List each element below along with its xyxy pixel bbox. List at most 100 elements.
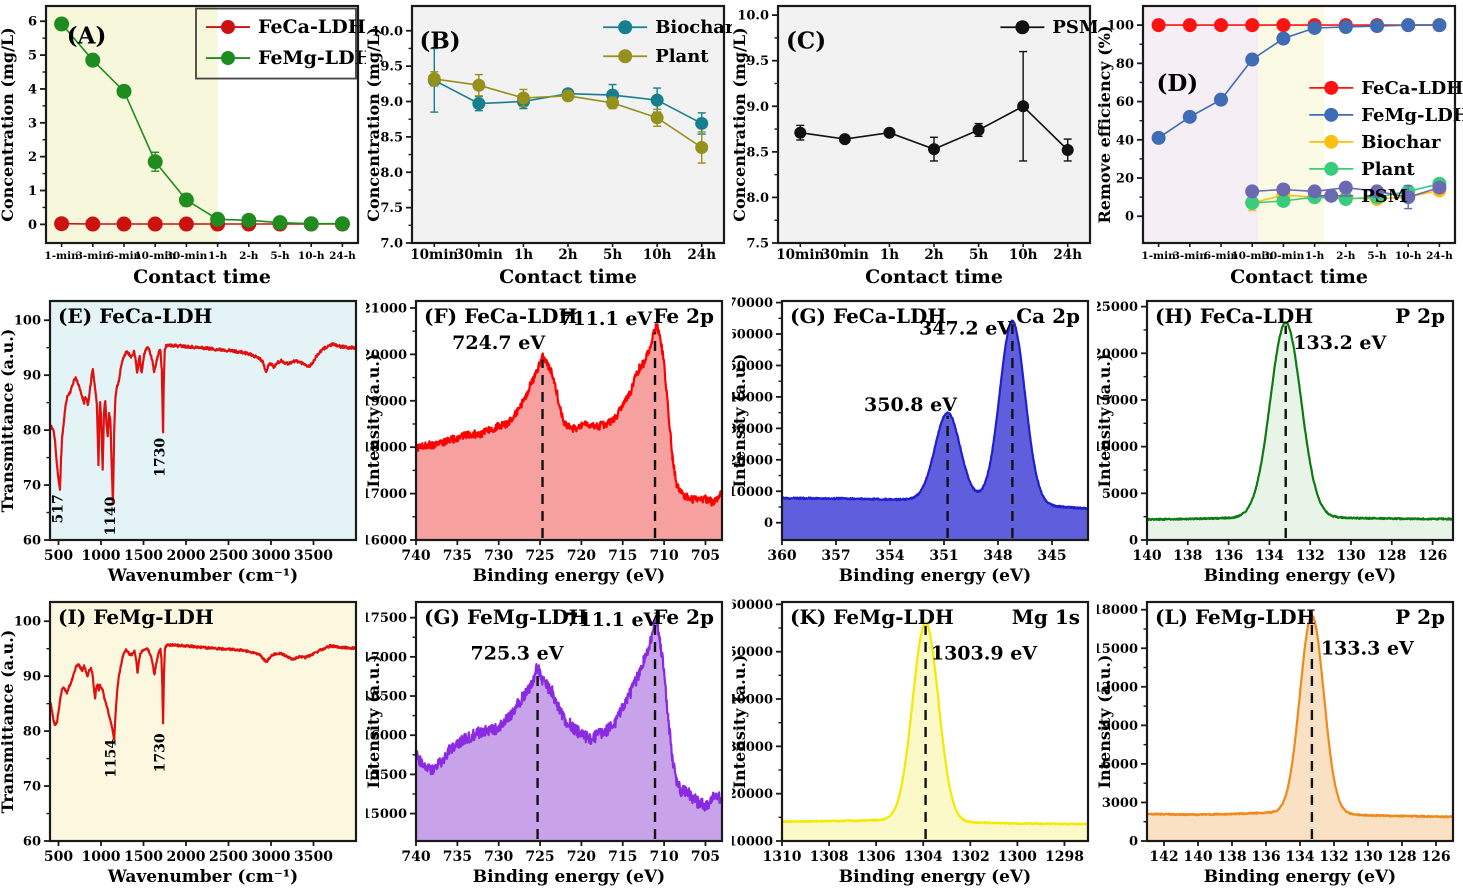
spectral-region-label: Ca 2p <box>1016 304 1080 328</box>
panel-C-kinetics-psm: 7.5 8.0 8.5 9.0 9.5 10.0 Concentration (mg/L) 1… <box>732 0 1097 293</box>
x-tick-label: 24-h <box>1426 250 1453 262</box>
x-tick-label: 2h <box>924 247 943 263</box>
legend-label: FeMg-LDH <box>258 47 366 69</box>
y-tick-label: 0 <box>28 218 37 233</box>
y-tick-label: 21000 <box>366 301 407 316</box>
x-tick-label: 10-h <box>298 250 325 262</box>
x-tick-label: 6-min <box>107 250 142 262</box>
y-tick-label: 17000 <box>366 487 407 502</box>
band-label: 1140 <box>103 496 119 535</box>
x-axis-title: Wavenumber (cm⁻¹) <box>107 566 298 586</box>
y-tick-label: 70000 <box>732 296 773 311</box>
axis-frame <box>780 600 1089 843</box>
y-tick-label: 10000 <box>732 835 773 850</box>
chart-F: 16000 17000 18000 19000 20000 21000 Intensity … <box>366 299 723 586</box>
x-tick-label: 128 <box>1388 849 1417 865</box>
data-point <box>334 216 350 232</box>
chart-J: 15000 15500 16000 16500 17000 17500 Intensity … <box>366 600 723 887</box>
x-tick-label: 128 <box>1377 548 1406 564</box>
peak-annotation: 1303.9 eV <box>930 642 1037 664</box>
y-tick-label: 80 <box>1116 57 1134 72</box>
data-point <box>1401 18 1416 33</box>
data-point <box>472 78 486 92</box>
y-axis-title: Intensity (a.u.) <box>732 655 749 789</box>
x-tick-label: 6-min <box>1204 250 1239 262</box>
y-tick-label: 6000 <box>1102 757 1138 772</box>
data-point <box>147 154 163 170</box>
panel-letter: (A) <box>67 23 107 50</box>
y-tick-label: 50000 <box>732 645 773 660</box>
y-tick-label: 80 <box>23 424 41 439</box>
x-tick-label: 1306 <box>856 849 895 865</box>
y-tick-label: 100 <box>14 314 41 329</box>
band-label: 1730 <box>152 438 168 477</box>
x-tick-label: 735 <box>442 548 471 564</box>
y-tick-label: 8.5 <box>380 130 403 145</box>
panel-D-remove-efficiency: 0 20 40 60 80 100 Remove efficiency (%) 1-min 3-… <box>1097 0 1463 293</box>
data-point <box>1339 180 1354 195</box>
x-tick-label: 2-h <box>1336 250 1356 262</box>
data-point <box>1432 180 1447 195</box>
panel-letter: (D) <box>1157 70 1199 97</box>
y-tick-label: 10000 <box>732 485 773 500</box>
y-tick-label: 9.0 <box>746 100 769 115</box>
x-tick-label: 134 <box>1255 548 1284 564</box>
axis-frame <box>780 299 1089 542</box>
legend-label: Plant <box>655 46 709 67</box>
x-tick-label: 2-h <box>239 250 259 262</box>
panel-A-kinetics-ldh: 0 1 2 3 4 5 6 Concentration (mg/L) 1-min 3-min 6-m… <box>0 0 366 293</box>
x-tick-label: 715 <box>608 849 637 865</box>
data-point <box>178 192 194 208</box>
x-tick-label: 10min <box>776 247 824 263</box>
x-tick-label: 1310 <box>762 849 801 865</box>
y-tick-label: 40000 <box>732 693 773 708</box>
band-label: 1730 <box>152 733 168 772</box>
x-tick-label: 710 <box>649 548 678 564</box>
x-tick-label: 740 <box>401 849 430 865</box>
data-point <box>605 96 619 110</box>
x-tick-label: 132 <box>1320 849 1349 865</box>
y-tick-label: 5 <box>28 49 37 64</box>
y-tick-label: 60 <box>23 835 41 850</box>
y-tick-label: 7.5 <box>380 201 403 216</box>
y-axis-title: Concentration (mg/L) <box>0 27 17 221</box>
x-tick-label: 1304 <box>903 849 942 865</box>
plot-background <box>50 602 356 841</box>
y-tick-label: 7.5 <box>746 237 769 252</box>
y-tick-label: 7.0 <box>380 237 403 252</box>
y-tick-label: 8.0 <box>380 166 403 181</box>
data-point <box>85 216 101 232</box>
axis-frame <box>410 4 725 245</box>
y-tick-label: 15000 <box>1097 642 1138 657</box>
data-point <box>1307 184 1322 199</box>
y-tick-label: 19000 <box>366 394 407 409</box>
peak-annotation: 711.1 eV <box>565 609 659 631</box>
y-tick-label: 16500 <box>366 690 407 705</box>
series-PSM <box>793 50 1074 162</box>
y-tick-label: 17500 <box>366 611 407 626</box>
y-axis-title: Intensity (a.u.) <box>1097 655 1114 789</box>
axis-frame <box>48 299 358 542</box>
panel-L-xps-p2p-femg: 0 3000 6000 9000 12000 15000 18000 Intensity (a… <box>1097 594 1463 895</box>
spectrum-curve <box>48 342 358 506</box>
band-label: 1154 <box>104 739 120 778</box>
x-tick-label: 138 <box>1173 548 1202 564</box>
y-tick-label: 50000 <box>732 359 773 374</box>
legend: FeCa-LDH FeMg-LDH Biochar Plant PSM <box>1309 78 1463 207</box>
x-tick-label: 3000 <box>252 849 291 865</box>
x-tick-label: 2500 <box>209 849 248 865</box>
x-tick-label: 730 <box>484 849 513 865</box>
x-tick-label: 360 <box>767 548 796 564</box>
x-tick-label: 2000 <box>167 849 206 865</box>
x-axis-title: Contact time <box>499 266 637 288</box>
data-point <box>427 72 441 86</box>
y-tick-label: 40 <box>1116 133 1134 148</box>
spectrum-curve <box>414 615 723 841</box>
x-tick-label: 2500 <box>209 548 248 564</box>
y-tick-label: 3 <box>28 116 37 131</box>
y-tick-label: 8.5 <box>746 145 769 160</box>
y-axis-title: Concentration (mg/L) <box>366 27 383 221</box>
axis-frame <box>1142 4 1457 245</box>
peak-annotation: 350.8 eV <box>864 394 958 416</box>
